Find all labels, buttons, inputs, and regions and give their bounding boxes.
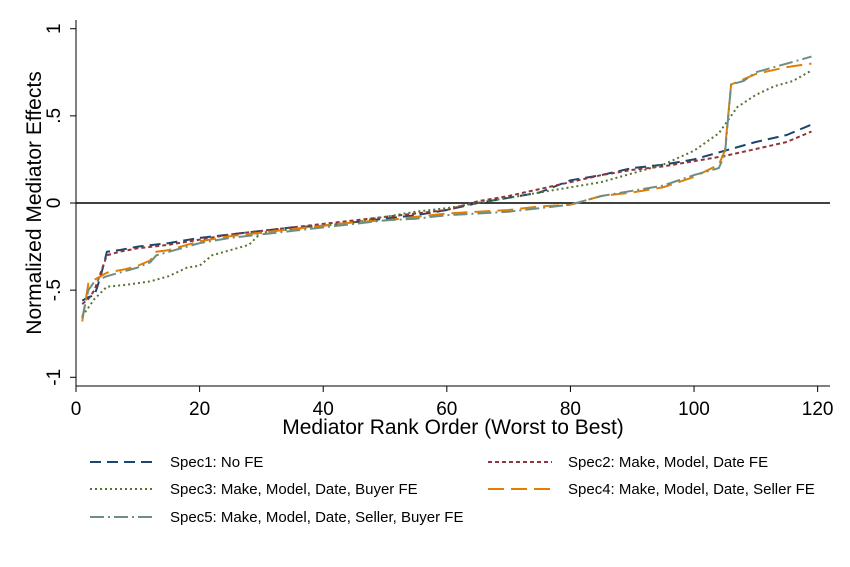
series-line-spec2 bbox=[81, 130, 812, 305]
x-tick-label: 80 bbox=[560, 399, 581, 420]
x-tick-label: 20 bbox=[189, 399, 210, 420]
legend-label: Spec5: Make, Model, Date, Seller, Buyer … bbox=[170, 509, 463, 526]
x-tick-label: 60 bbox=[436, 399, 457, 420]
series-line-spec3 bbox=[81, 69, 812, 317]
y-tick-label: .5 bbox=[44, 108, 65, 124]
x-axis-title: Mediator Rank Order (Worst to Best) bbox=[282, 416, 624, 439]
legend-label: Spec4: Make, Model, Date, Seller FE bbox=[568, 481, 815, 498]
y-axis-title: Normalized Mediator Effects bbox=[23, 71, 46, 334]
y-tick-label: -.5 bbox=[44, 279, 65, 301]
x-tick-label: 40 bbox=[313, 399, 334, 420]
legend: Spec1: No FE Spec2: Make, Model, Date FE S… bbox=[90, 454, 815, 526]
series-line-spec5 bbox=[81, 55, 812, 319]
series-line-spec1 bbox=[81, 123, 812, 302]
y-ticks: -1 -.5 0 .5 1 bbox=[44, 23, 76, 386]
x-ticks: 0 20 40 60 80 100 120 bbox=[71, 386, 834, 420]
x-tick-label: 0 bbox=[71, 399, 82, 420]
legend-label: Spec2: Make, Model, Date FE bbox=[568, 454, 768, 471]
x-tick-label: 120 bbox=[802, 399, 834, 420]
y-tick-label: 0 bbox=[44, 198, 65, 209]
series-lines bbox=[81, 55, 812, 322]
series-line-spec4 bbox=[81, 62, 812, 322]
x-tick-label: 100 bbox=[678, 399, 710, 420]
plot-area: -1 -.5 0 .5 1 0 20 40 60 80 100 120 bbox=[44, 20, 833, 420]
legend-label: Spec1: No FE bbox=[170, 454, 263, 471]
legend-label: Spec3: Make, Model, Date, Buyer FE bbox=[170, 481, 418, 498]
y-tick-label: -1 bbox=[44, 369, 65, 386]
y-tick-label: 1 bbox=[44, 23, 65, 34]
